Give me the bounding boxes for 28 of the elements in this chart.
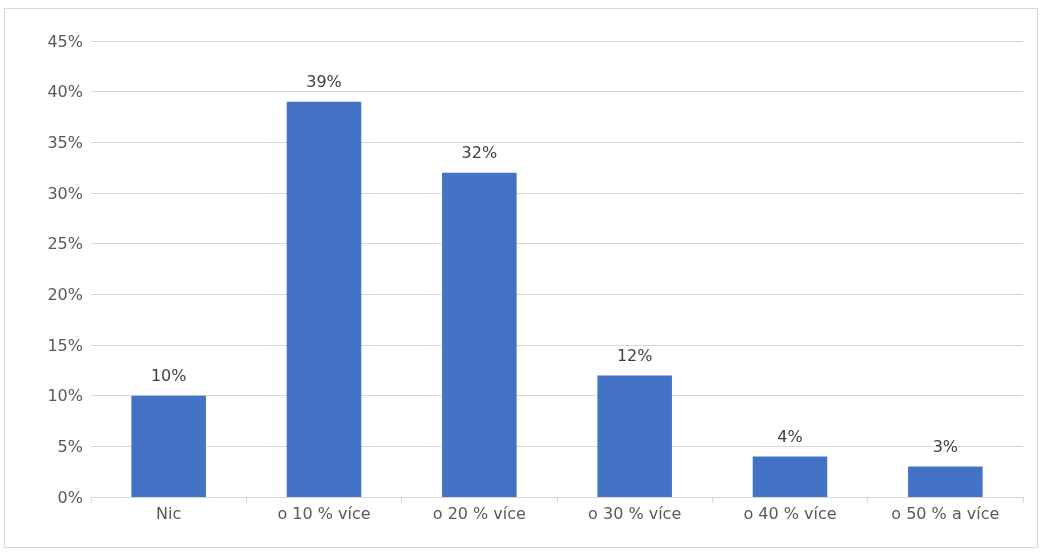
y-tick-label: 45%: [47, 31, 83, 51]
bar: [597, 375, 672, 497]
data-label: 32%: [461, 143, 498, 163]
data-label: 39%: [306, 72, 342, 92]
bar: [442, 172, 517, 497]
data-label: 3%: [932, 437, 959, 457]
x-tick-label: o 50 % a více: [891, 503, 1000, 523]
x-tick-label: o 30 % více: [588, 503, 682, 523]
y-tick-label: 30%: [47, 183, 83, 203]
data-label: 4%: [777, 426, 803, 446]
bar: [286, 101, 362, 497]
x-tick-label: o 20 % více: [432, 503, 526, 523]
bar: [131, 395, 206, 497]
x-tick-label: o 40 % více: [743, 503, 837, 523]
data-label: 12%: [616, 345, 653, 365]
bar: [752, 456, 828, 497]
y-tick-label: 15%: [47, 335, 83, 355]
x-tick-label: o 10 % více: [277, 503, 371, 523]
bar: [908, 466, 983, 497]
y-tick-label: 0%: [57, 487, 83, 507]
y-tick-label: 40%: [47, 82, 83, 102]
y-tick-label: 10%: [47, 386, 83, 406]
y-tick-label: 5%: [57, 436, 83, 456]
y-tick-label: 35%: [47, 132, 83, 152]
y-tick-label: 20%: [47, 284, 83, 304]
data-label: 10%: [150, 366, 187, 386]
x-tick-label: Nic: [156, 503, 182, 523]
y-tick-label: 25%: [47, 234, 83, 254]
